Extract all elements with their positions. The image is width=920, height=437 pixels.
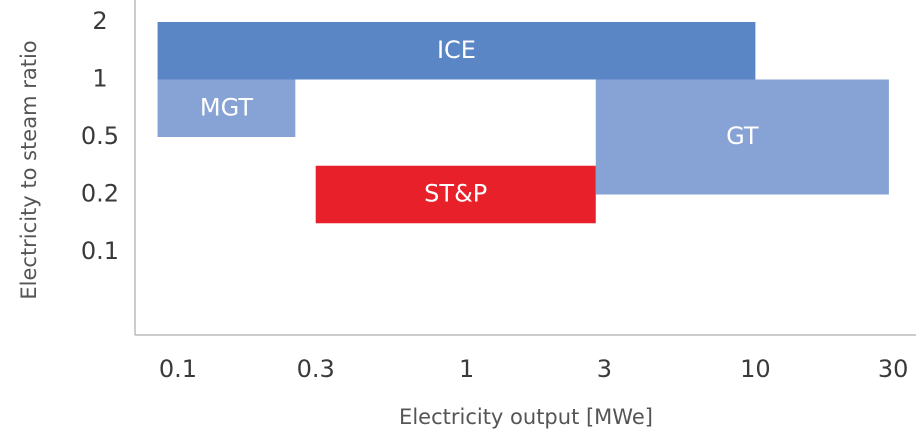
x-tick-label: 0.3: [297, 355, 335, 383]
x-tick-label: 3: [597, 355, 612, 383]
y-axis-label: Electricity to steam ratio: [17, 40, 41, 299]
range-box: [595, 79, 889, 195]
y-tick-label: 0.1: [81, 237, 119, 265]
range-box: [157, 22, 756, 80]
box-label: ST&P: [424, 180, 487, 208]
range-box: [157, 79, 296, 137]
x-tick-label: 30: [878, 355, 909, 383]
box-label: GT: [726, 122, 759, 150]
y-tick-label: 2: [92, 7, 107, 35]
y-tick-label: 1: [92, 65, 107, 93]
box-label: MGT: [200, 93, 253, 121]
range-box: [315, 165, 596, 224]
x-axis-label: Electricity output [MWe]: [399, 405, 653, 429]
x-tick-label: 10: [740, 355, 771, 383]
x-tick-label: 0.1: [159, 355, 197, 383]
y-tick-label: 0.5: [81, 122, 119, 150]
y-tick-label: 0.2: [81, 180, 119, 208]
x-tick-label: 1: [459, 355, 474, 383]
box-label: ICE: [437, 36, 476, 64]
